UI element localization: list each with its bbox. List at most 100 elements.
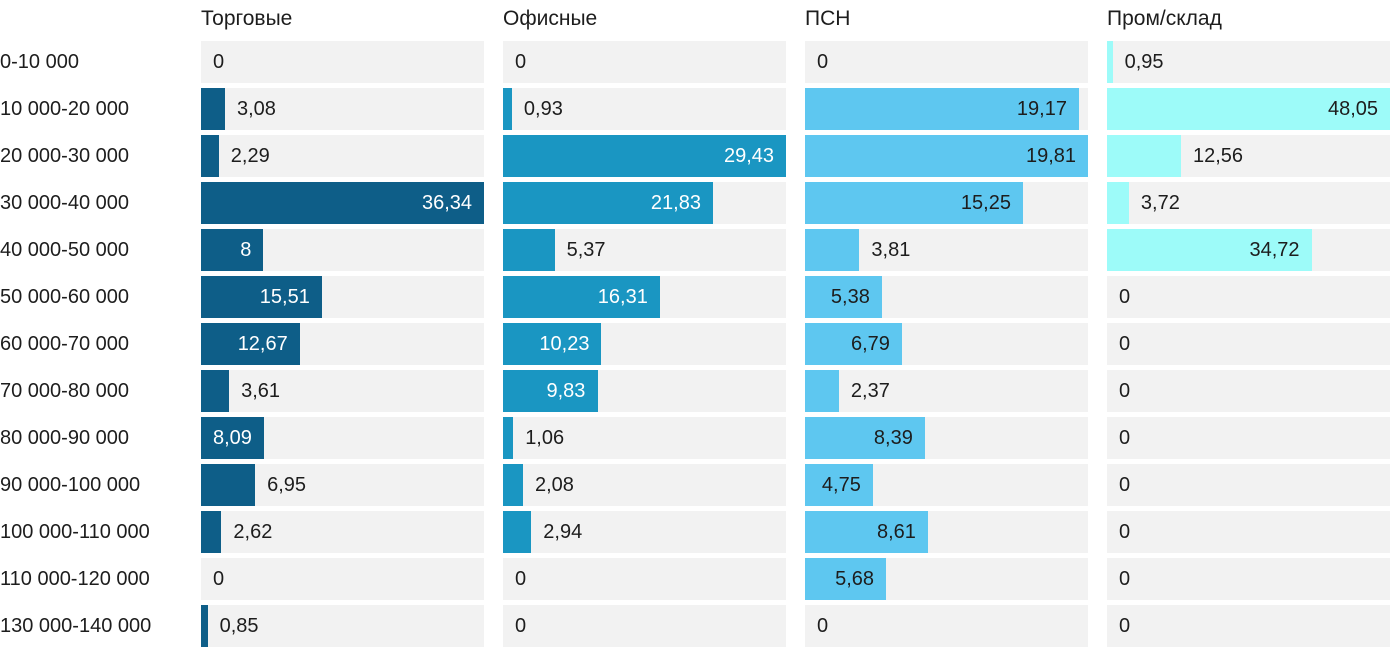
row-label: 0-10 000 [0, 51, 79, 73]
bar-track: 0 [1107, 605, 1390, 647]
bar-value-label: 0 [817, 51, 829, 73]
bar-value-label: 8,61 [877, 521, 916, 543]
bar [805, 88, 1079, 130]
bar-track: 2,29 [201, 135, 484, 177]
row-label: 110 000-120 000 [0, 568, 150, 590]
bar-track: 16,31 [503, 276, 786, 318]
bar-value-label: 3,61 [241, 380, 281, 402]
bar-track: 19,81 [805, 135, 1088, 177]
bar [805, 417, 925, 459]
bar-value-label: 5,68 [835, 568, 875, 590]
bar-track: 4,75 [805, 464, 1088, 506]
row-label: 30 000-40 000 [0, 192, 130, 214]
bar-value-label: 0,95 [1124, 51, 1164, 73]
bar-track: 8 [201, 229, 484, 271]
bar-value-label: 0 [1119, 568, 1131, 590]
bar-track: 5,38 [805, 276, 1088, 318]
row-label: 70 000-80 000 [0, 380, 130, 402]
bar-value-label: 2,37 [850, 380, 890, 402]
bar [503, 88, 512, 130]
header-spacer [0, 4, 182, 34]
bar-value-label: 5,37 [566, 239, 606, 261]
bar-track: 0 [805, 41, 1088, 83]
bar-track: 29,43 [503, 135, 786, 177]
chart-row: 90 000-100 000 6,95 2,08 4,75 0 [0, 464, 1390, 506]
bar-value-label: 12,56 [1193, 145, 1244, 167]
chart-row: 80 000-90 000 8,09 1,06 8,39 0 [0, 417, 1390, 459]
bar-track: 8,39 [805, 417, 1088, 459]
bar-value-label: 15,51 [259, 286, 310, 308]
bar-value-label: 0 [1119, 427, 1131, 449]
bar-value-label: 2,08 [535, 474, 574, 496]
bar [201, 511, 222, 553]
bar [503, 276, 660, 318]
bar [1107, 182, 1129, 224]
row-label: 60 000-70 000 [0, 333, 130, 355]
bar-track: 0,93 [503, 88, 786, 130]
bar-track: 5,37 [503, 229, 786, 271]
bar-value-label: 0 [1119, 380, 1131, 402]
bar [805, 182, 1023, 224]
bar-track: 2,94 [503, 511, 786, 553]
bar [1107, 229, 1312, 271]
bar [805, 370, 839, 412]
bar-track: 15,25 [805, 182, 1088, 224]
chart-row: 30 000-40 000 36,34 21,83 15,25 3,72 [0, 182, 1390, 224]
bar-value-label: 5,38 [830, 286, 870, 308]
bar-track: 12,56 [1107, 135, 1390, 177]
bar-track: 21,83 [503, 182, 786, 224]
row-label: 40 000-50 000 [0, 239, 130, 261]
bar-value-label: 0 [515, 51, 527, 73]
bar-track: 0 [1107, 558, 1390, 600]
bar-value-label: 15,25 [960, 192, 1011, 214]
bar-track: 0,95 [1107, 41, 1390, 83]
chart-row: 110 000-120 000 0 0 5,68 0 [0, 558, 1390, 600]
bar-track: 34,72 [1107, 229, 1390, 271]
bar-track: 0 [201, 558, 484, 600]
bar-value-label: 0 [213, 568, 225, 590]
column-header-4: Пром/склад [1107, 7, 1222, 30]
row-label: 20 000-30 000 [0, 145, 130, 167]
bar-track: 0 [503, 558, 786, 600]
bar-track: 0,85 [201, 605, 484, 647]
bar-track: 3,08 [201, 88, 484, 130]
bar-track: 10,23 [503, 323, 786, 365]
bar-track: 0 [1107, 417, 1390, 459]
bar-track: 6,79 [805, 323, 1088, 365]
column-header-2: Офисные [503, 7, 598, 30]
bar-track: 1,06 [503, 417, 786, 459]
bar-value-label: 3,81 [871, 239, 911, 261]
bar [503, 370, 598, 412]
bar-value-label: 8 [240, 239, 252, 261]
bar-value-label: 0,93 [523, 98, 563, 120]
bar-value-label: 0 [1119, 474, 1131, 496]
bar-track: 2,37 [805, 370, 1088, 412]
bar [805, 323, 902, 365]
bar [503, 417, 514, 459]
bar-track: 0 [503, 605, 786, 647]
bar [805, 464, 873, 506]
bar-value-label: 8,39 [873, 427, 913, 449]
bar [1107, 135, 1181, 177]
chart-row: 60 000-70 000 12,67 10,23 6,79 0 [0, 323, 1390, 365]
bar-value-label: 0 [1119, 615, 1131, 637]
bar-track: 2,08 [503, 464, 786, 506]
bar-track: 0 [1107, 370, 1390, 412]
bar-value-label: 6,79 [851, 333, 890, 355]
bar-value-label: 2,94 [543, 521, 583, 543]
chart-row: 40 000-50 000 8 5,37 3,81 34,72 [0, 229, 1390, 271]
chart-row: 100 000-110 000 2,62 2,94 8,61 0 [0, 511, 1390, 553]
bar [805, 229, 860, 271]
bar-track: 0 [1107, 511, 1390, 553]
bar-track: 3,61 [201, 370, 484, 412]
bar-value-label: 19,81 [1026, 145, 1077, 167]
bar-value-label: 21,83 [650, 192, 701, 214]
bar-value-label: 8,09 [213, 427, 252, 449]
bar [503, 229, 555, 271]
column-header-3: ПСН [805, 7, 851, 30]
bar-value-label: 6,95 [267, 474, 307, 496]
bar-value-label: 36,34 [422, 192, 473, 214]
bar-value-label: 2,29 [230, 145, 270, 167]
bar [201, 605, 208, 647]
